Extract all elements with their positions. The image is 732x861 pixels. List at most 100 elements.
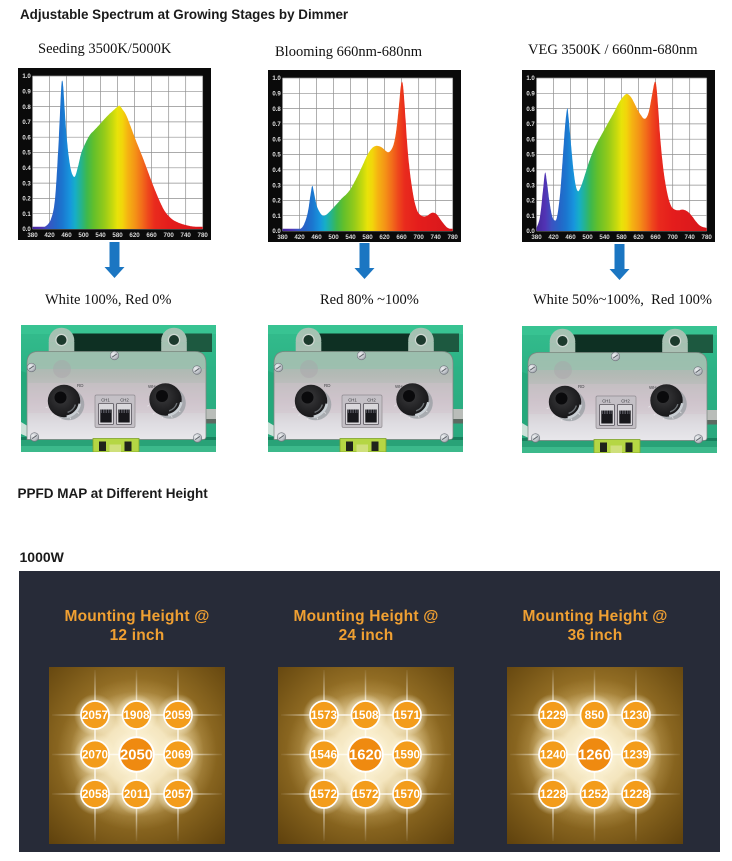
svg-text:1.0: 1.0: [22, 73, 31, 80]
svg-text:1229: 1229: [540, 708, 567, 722]
svg-text:0.4: 0.4: [272, 167, 281, 174]
svg-text:380: 380: [27, 232, 38, 239]
svg-text:1240: 1240: [540, 748, 567, 762]
svg-text:1573: 1573: [311, 708, 338, 722]
svg-text:CH2: CH2: [120, 398, 129, 403]
svg-text:780: 780: [448, 234, 459, 241]
svg-text:380: 380: [531, 234, 542, 241]
svg-text:420: 420: [294, 234, 305, 241]
svg-text:0.0: 0.0: [272, 228, 281, 235]
svg-text:WH: WH: [148, 384, 156, 389]
svg-text:0.9: 0.9: [272, 91, 281, 98]
svg-text:660: 660: [396, 234, 407, 241]
svg-text:580: 580: [362, 234, 373, 241]
svg-text:780: 780: [198, 232, 209, 239]
svg-text:WH: WH: [649, 385, 657, 390]
svg-text:0.8: 0.8: [22, 104, 31, 111]
svg-text:0.3: 0.3: [526, 182, 535, 189]
svg-text:2057: 2057: [165, 787, 192, 801]
svg-text:460: 460: [565, 234, 576, 241]
svg-text:WH: WH: [395, 384, 403, 389]
svg-text:1571: 1571: [394, 708, 421, 722]
svg-text:RD: RD: [324, 383, 331, 388]
svg-text:1252: 1252: [581, 787, 608, 801]
svg-text:CH2: CH2: [621, 399, 630, 404]
svg-text:CH1: CH1: [602, 399, 611, 404]
svg-text:1228: 1228: [623, 787, 650, 801]
svg-text:2069: 2069: [165, 748, 192, 762]
svg-text:0.6: 0.6: [22, 134, 31, 141]
svg-text:2059: 2059: [165, 708, 192, 722]
svg-text:500: 500: [328, 234, 339, 241]
svg-text:700: 700: [164, 232, 175, 239]
svg-text:2050: 2050: [120, 748, 153, 764]
svg-text:780: 780: [702, 234, 713, 241]
svg-text:0.4: 0.4: [526, 167, 535, 174]
svg-text:580: 580: [112, 232, 123, 239]
svg-text:1546: 1546: [311, 748, 338, 762]
svg-text:0.1: 0.1: [272, 213, 281, 220]
svg-text:700: 700: [414, 234, 425, 241]
svg-text:CH2: CH2: [367, 398, 376, 403]
svg-text:RD: RD: [578, 384, 585, 389]
svg-text:0.8: 0.8: [272, 106, 281, 113]
svg-text:0.6: 0.6: [526, 136, 535, 143]
svg-text:0.5: 0.5: [272, 152, 281, 159]
svg-text:1572: 1572: [352, 787, 379, 801]
svg-text:540: 540: [345, 234, 356, 241]
svg-text:2070: 2070: [82, 748, 109, 762]
svg-text:2057: 2057: [82, 708, 109, 722]
svg-text:1239: 1239: [623, 748, 650, 762]
svg-text:420: 420: [548, 234, 559, 241]
svg-text:1.0: 1.0: [272, 75, 281, 82]
svg-text:460: 460: [61, 232, 72, 239]
svg-text:580: 580: [616, 234, 627, 241]
svg-text:740: 740: [685, 234, 696, 241]
svg-text:620: 620: [379, 234, 390, 241]
svg-text:0.2: 0.2: [22, 196, 31, 203]
svg-text:RD: RD: [77, 383, 84, 388]
svg-text:620: 620: [633, 234, 644, 241]
svg-text:1590: 1590: [394, 748, 421, 762]
svg-text:540: 540: [95, 232, 106, 239]
svg-text:0.8: 0.8: [526, 106, 535, 113]
svg-text:540: 540: [599, 234, 610, 241]
svg-text:1230: 1230: [623, 708, 650, 722]
svg-text:1572: 1572: [311, 787, 338, 801]
svg-text:700: 700: [668, 234, 679, 241]
svg-text:0.0: 0.0: [526, 228, 535, 235]
svg-text:850: 850: [585, 708, 605, 722]
svg-text:740: 740: [181, 232, 192, 239]
svg-text:420: 420: [44, 232, 55, 239]
svg-text:500: 500: [582, 234, 593, 241]
svg-text:1908: 1908: [123, 708, 150, 722]
svg-text:380: 380: [277, 234, 288, 241]
svg-text:0.5: 0.5: [526, 152, 535, 159]
svg-text:0.9: 0.9: [22, 89, 31, 96]
svg-text:2058: 2058: [82, 787, 109, 801]
svg-text:1570: 1570: [394, 787, 421, 801]
svg-text:1620: 1620: [349, 748, 382, 764]
svg-text:CH1: CH1: [348, 398, 357, 403]
svg-text:620: 620: [129, 232, 140, 239]
svg-text:0.5: 0.5: [22, 150, 31, 157]
svg-text:0.6: 0.6: [272, 136, 281, 143]
svg-text:1228: 1228: [540, 787, 567, 801]
svg-text:500: 500: [78, 232, 89, 239]
svg-text:1508: 1508: [352, 708, 379, 722]
svg-text:0.2: 0.2: [272, 198, 281, 205]
svg-text:0.1: 0.1: [526, 213, 535, 220]
svg-text:0.9: 0.9: [526, 91, 535, 98]
svg-text:0.7: 0.7: [272, 121, 281, 128]
svg-text:0.7: 0.7: [526, 121, 535, 128]
svg-text:740: 740: [431, 234, 442, 241]
svg-text:0.3: 0.3: [272, 182, 281, 189]
svg-text:1260: 1260: [578, 748, 611, 764]
svg-text:660: 660: [146, 232, 157, 239]
svg-text:0.3: 0.3: [22, 180, 31, 187]
svg-text:0.0: 0.0: [22, 226, 31, 233]
svg-text:0.1: 0.1: [22, 211, 31, 218]
svg-text:1.0: 1.0: [526, 75, 535, 82]
svg-text:660: 660: [650, 234, 661, 241]
svg-text:0.4: 0.4: [22, 165, 31, 172]
